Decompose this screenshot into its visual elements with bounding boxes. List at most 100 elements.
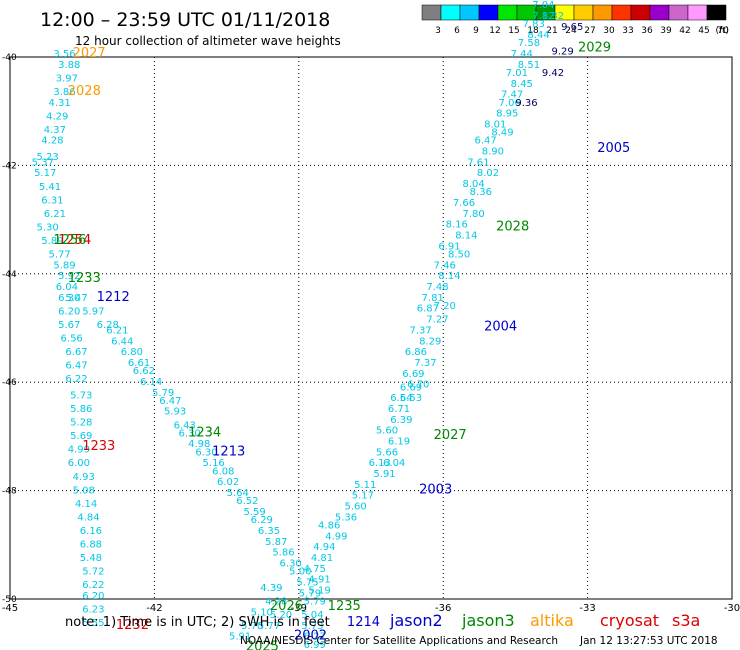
x-tick-label: -39	[291, 603, 307, 614]
pass-time-label: 2025	[246, 639, 279, 650]
legend-altika: altika	[530, 611, 574, 630]
footer-note: note: 1) Time is in UTC; 2) SWH is in fe…	[65, 615, 330, 630]
y-tick-label: -50	[2, 595, 17, 605]
pass-time-label: 1232	[116, 618, 149, 633]
wave-height-point: 6.91	[438, 241, 460, 252]
wave-height-point: 5.72	[82, 567, 104, 578]
wave-height-point: 8.36	[470, 187, 492, 198]
wave-height-point: 7.66	[453, 198, 475, 209]
wave-height-point: 7.04	[532, 0, 554, 11]
wave-height-point: 5.91	[229, 632, 251, 643]
wave-height-point: 8.14	[455, 231, 477, 242]
wave-height-point: 8.51	[518, 60, 540, 71]
colorbar-tick-label: 45	[698, 26, 709, 36]
wave-height-point: 4.84	[77, 512, 99, 523]
pass-time-label: 2026	[270, 599, 303, 614]
wave-height-point: 7.81	[422, 293, 444, 304]
wave-height-point: 5.89	[41, 236, 63, 247]
wave-height-point: 6.39	[390, 415, 412, 426]
wave-height-point: 5.77	[258, 621, 280, 632]
wave-height-point: 6.56	[61, 334, 83, 345]
wave-height-point: 4.14	[75, 499, 97, 510]
wave-height-point: 5.59	[243, 507, 265, 518]
colorbar-tick-label: 30	[603, 26, 615, 36]
colorbar-swatch	[668, 4, 689, 21]
wave-height-point: 3.88	[58, 60, 80, 71]
wave-height-point: 6.30	[195, 447, 217, 458]
colorbar-swatch	[478, 4, 499, 21]
wave-height-point: 6.69	[402, 369, 424, 380]
pass-time-label: 2003	[419, 482, 452, 497]
wave-height-point: 5.73	[70, 390, 92, 401]
wave-height-point: 4.94	[313, 542, 335, 553]
colorbar-tick-label: 12	[489, 26, 500, 36]
wave-height-point: 6.00	[68, 458, 90, 469]
wave-height-point: 6.71	[388, 404, 410, 415]
wave-height-point: 6.30	[178, 428, 200, 439]
wave-height-point: 6.30	[58, 293, 80, 304]
pass-time-label: 2027	[434, 428, 467, 443]
wave-height-point: 7.46	[434, 260, 456, 271]
legend-s3a: s3a	[672, 611, 700, 630]
wave-height-point: 8.44	[527, 30, 549, 41]
chart-title: 12:00 – 23:59 UTC 01/11/2018	[40, 9, 330, 31]
wave-height-point: 4.28	[265, 596, 287, 607]
colorbar-swatch	[687, 4, 708, 21]
wave-height-point: 7.80	[462, 209, 484, 220]
wave-height-point: 5.17	[352, 491, 374, 502]
colorbar-swatch	[421, 4, 442, 21]
pass-time-label: 1233	[68, 271, 101, 286]
footer-credit: NOAA/NESDIS Center for Satellite Applica…	[240, 635, 558, 647]
legend-jason3: jason3	[461, 611, 515, 630]
wave-height-point: 6.47	[159, 396, 181, 407]
pass-time-label: 1254	[58, 233, 91, 248]
wave-height-point: 6.14	[140, 377, 162, 388]
wave-height-point: 5.86	[272, 548, 294, 559]
wave-height-point: 6.04	[56, 282, 78, 293]
wave-height-point: 7.83	[523, 19, 545, 30]
wave-height-point: 5.89	[53, 260, 75, 271]
y-tick-label: -40	[2, 53, 17, 63]
y-tick-label: -48	[2, 487, 17, 497]
wave-height-point: 7.48	[426, 282, 448, 293]
chart-subtitle: 12 hour collection of altimeter wave hei…	[75, 34, 341, 48]
wave-height-point: 6.44	[111, 336, 133, 347]
wave-height-point: 5.30	[36, 222, 58, 233]
wave-height-point: 9.65	[561, 22, 583, 33]
wave-height-point: 8.04	[462, 179, 484, 190]
wave-height-point: 6.29	[251, 515, 273, 526]
colorbar-swatch	[440, 4, 461, 21]
wave-height-point: 6.20	[82, 591, 104, 602]
pass-time-label: 2002	[294, 629, 327, 644]
wave-height-point: 4.39	[260, 583, 282, 594]
wave-height-point: 6.87	[417, 304, 439, 315]
wave-height-point: 6.04	[383, 458, 405, 469]
wave-height-point: 5.67	[58, 320, 80, 331]
wave-height-point: 6.20	[58, 306, 80, 317]
wave-height-point: 5.79	[299, 588, 321, 599]
data-points: 3.563.883.973.864.314.294.374.285.235.37…	[32, 0, 584, 650]
wave-height-point: 6.35	[258, 526, 280, 537]
wave-height-point: 7.37	[410, 325, 432, 336]
wave-height-point: 6.69	[400, 382, 422, 393]
x-tick-label: -33	[579, 603, 595, 614]
wave-height-point: 5.00	[289, 567, 311, 578]
x-tick-label: -45	[2, 603, 18, 614]
wave-height-point: 8.29	[419, 336, 441, 347]
wave-height-point: 6.22	[82, 580, 104, 591]
wave-height-point: 5.86	[70, 404, 92, 415]
wave-height-point: 5.93	[164, 407, 186, 418]
colorbar-tick-label: 42	[679, 26, 690, 36]
pass-time-label: 2027	[73, 46, 106, 61]
colorbar-swatch	[706, 4, 727, 21]
wave-height-point: 5.37	[32, 157, 54, 168]
wave-height-point: 5.55	[82, 618, 104, 629]
wave-height-point: 6.88	[80, 540, 102, 551]
wave-height-point: 3.86	[53, 87, 75, 98]
wave-height-point: 4.29	[46, 111, 68, 122]
wave-height-point: 6.47	[474, 136, 496, 147]
wave-height-point: 5.10	[251, 607, 273, 618]
colorbar-swatch	[573, 4, 594, 21]
wave-height-point: 6.99	[304, 640, 326, 650]
wave-height-point: 5.41	[39, 182, 61, 193]
